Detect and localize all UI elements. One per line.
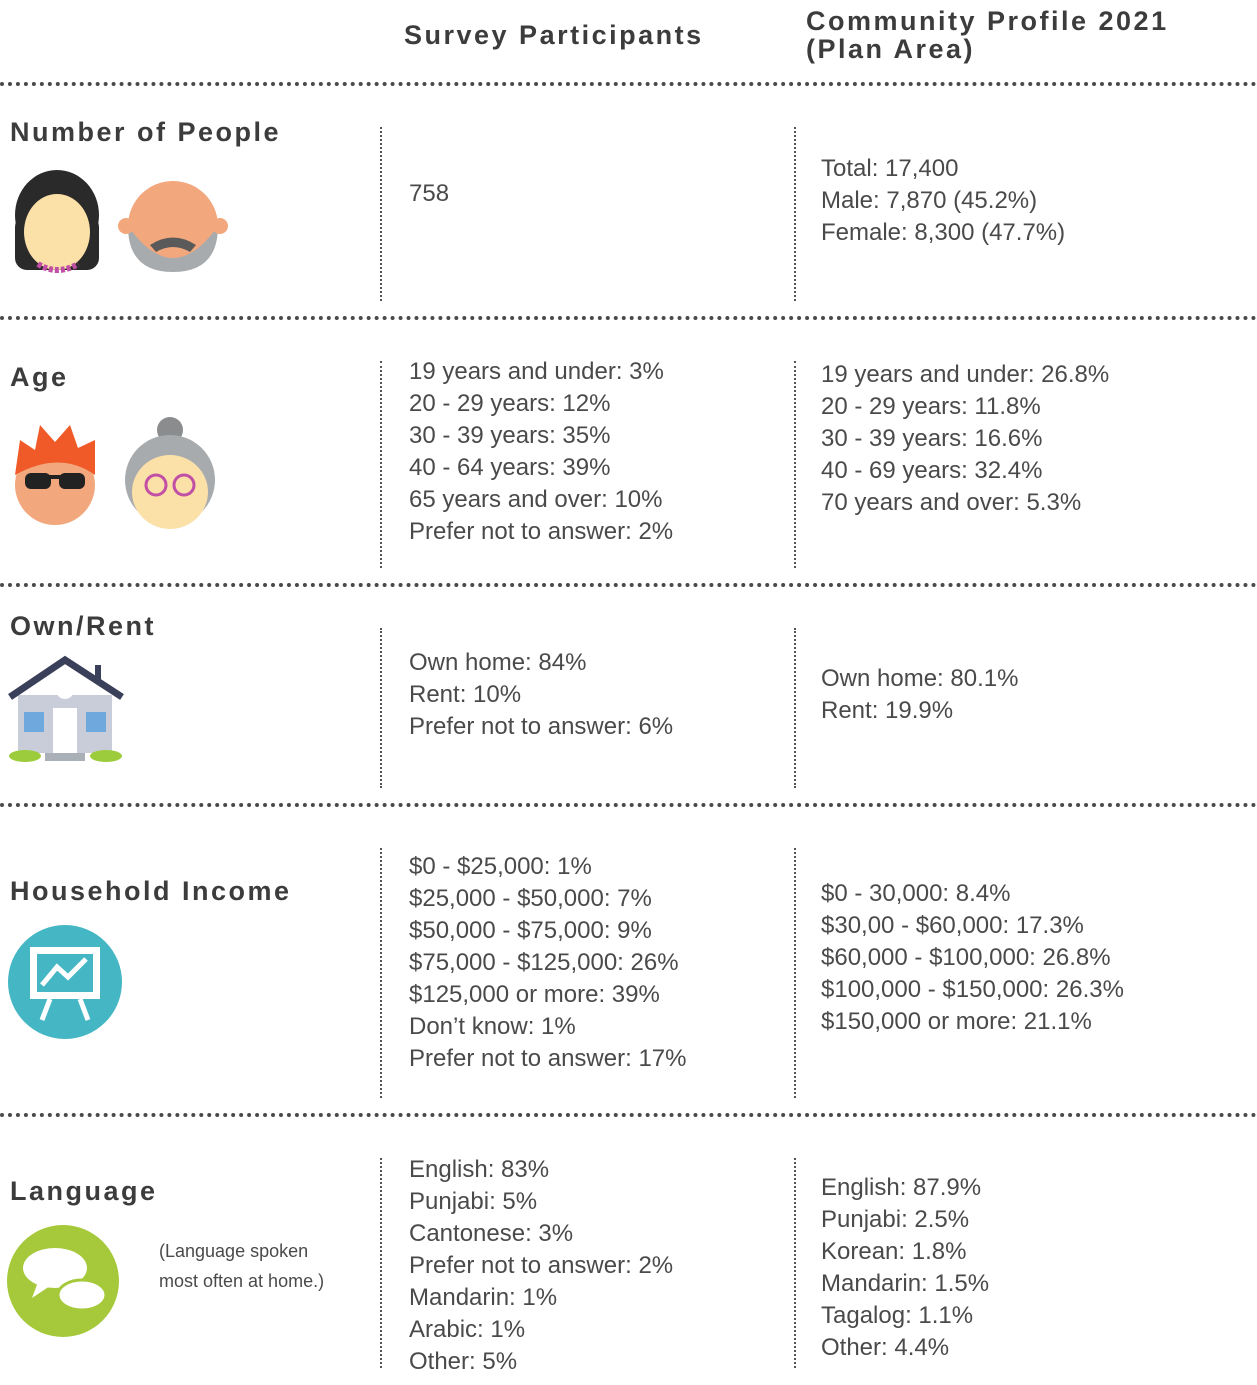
survey-value: $125,000 or more: 39% — [409, 979, 660, 1011]
survey-value: 40 - 64 years: 39% — [409, 452, 610, 484]
column-divider — [794, 127, 796, 301]
survey-value: Prefer not to answer: 17% — [409, 1043, 686, 1075]
column-divider — [380, 127, 382, 301]
icon-man — [118, 181, 228, 272]
separator — [0, 316, 1257, 320]
survey-value: 19 years and under: 3% — [409, 356, 664, 388]
profile-value: Female: 8,300 (47.7%) — [821, 217, 1065, 249]
survey-value: 758 — [409, 178, 449, 210]
column-divider — [380, 1158, 382, 1368]
separator — [0, 583, 1257, 587]
row-title: Own/Rent — [10, 611, 156, 642]
icon-young — [15, 425, 95, 525]
column-divider — [380, 361, 382, 568]
column-divider — [380, 848, 382, 1098]
survey-value: English: 83% — [409, 1154, 549, 1186]
profile-value: Own home: 80.1% — [821, 663, 1018, 695]
profile-value: English: 87.9% — [821, 1172, 981, 1204]
survey-value: Rent: 10% — [409, 679, 521, 711]
icon-woman — [15, 170, 99, 270]
survey-value: Mandarin: 1% — [409, 1282, 557, 1314]
survey-value: 20 - 29 years: 12% — [409, 388, 610, 420]
profile-value: 70 years and over: 5.3% — [821, 487, 1081, 519]
row-title: Age — [10, 362, 69, 393]
profile-value: $100,000 - $150,000: 26.3% — [821, 974, 1124, 1006]
profile-value: $0 - 30,000: 8.4% — [821, 878, 1010, 910]
survey-value: 30 - 39 years: 35% — [409, 420, 610, 452]
icon-grandma — [125, 417, 215, 529]
column-divider — [794, 1158, 796, 1368]
profile-value: Other: 4.4% — [821, 1332, 949, 1364]
survey-value: Other: 5% — [409, 1346, 517, 1378]
survey-value: $75,000 - $125,000: 26% — [409, 947, 679, 979]
note: most often at home.) — [159, 1266, 324, 1296]
profile-value: Total: 17,400 — [821, 153, 958, 185]
survey-value: Prefer not to answer: 6% — [409, 711, 673, 743]
profile-value: $30,00 - $60,000: 17.3% — [821, 910, 1084, 942]
icons — [0, 0, 1257, 1385]
survey-value: $50,000 - $75,000: 9% — [409, 915, 652, 947]
profile-value: $150,000 or more: 21.1% — [821, 1006, 1092, 1038]
profile-value: 30 - 39 years: 16.6% — [821, 423, 1042, 455]
survey-value: Arabic: 1% — [409, 1314, 525, 1346]
profile-value: 19 years and under: 26.8% — [821, 359, 1109, 391]
column-divider — [794, 848, 796, 1098]
survey-value: Prefer not to answer: 2% — [409, 516, 673, 548]
icon-house — [9, 660, 122, 762]
row-title: Number of People — [10, 117, 281, 148]
profile-value: Rent: 19.9% — [821, 695, 953, 727]
profile-value: Tagalog: 1.1% — [821, 1300, 973, 1332]
survey-value: Don’t know: 1% — [409, 1011, 576, 1043]
column-divider — [794, 361, 796, 568]
icon-chart — [8, 925, 122, 1039]
profile-value: Punjabi: 2.5% — [821, 1204, 969, 1236]
survey-value: Prefer not to answer: 2% — [409, 1250, 673, 1282]
profile-value: 40 - 69 years: 32.4% — [821, 455, 1042, 487]
survey-value: Cantonese: 3% — [409, 1218, 573, 1250]
row-title: Language — [10, 1176, 158, 1207]
separator — [0, 1113, 1257, 1117]
column-divider — [794, 628, 796, 788]
column-divider — [380, 628, 382, 788]
survey-value: $25,000 - $50,000: 7% — [409, 883, 652, 915]
survey-value: $0 - $25,000: 1% — [409, 851, 592, 883]
survey-value: Punjabi: 5% — [409, 1186, 537, 1218]
row-title: Household Income — [10, 876, 292, 907]
profile-value: 20 - 29 years: 11.8% — [821, 391, 1041, 423]
profile-value: Mandarin: 1.5% — [821, 1268, 989, 1300]
separator — [0, 803, 1257, 807]
note: (Language spoken — [159, 1236, 308, 1266]
profile-value: Korean: 1.8% — [821, 1236, 966, 1268]
survey-value: 65 years and over: 10% — [409, 484, 663, 516]
page: {"header": {"columns": ["Survey Particip… — [0, 0, 1257, 1385]
profile-value: Male: 7,870 (45.2%) — [821, 185, 1037, 217]
profile-value: $60,000 - $100,000: 26.8% — [821, 942, 1111, 974]
survey-value: Own home: 84% — [409, 647, 586, 679]
icon-speech — [7, 1225, 119, 1337]
